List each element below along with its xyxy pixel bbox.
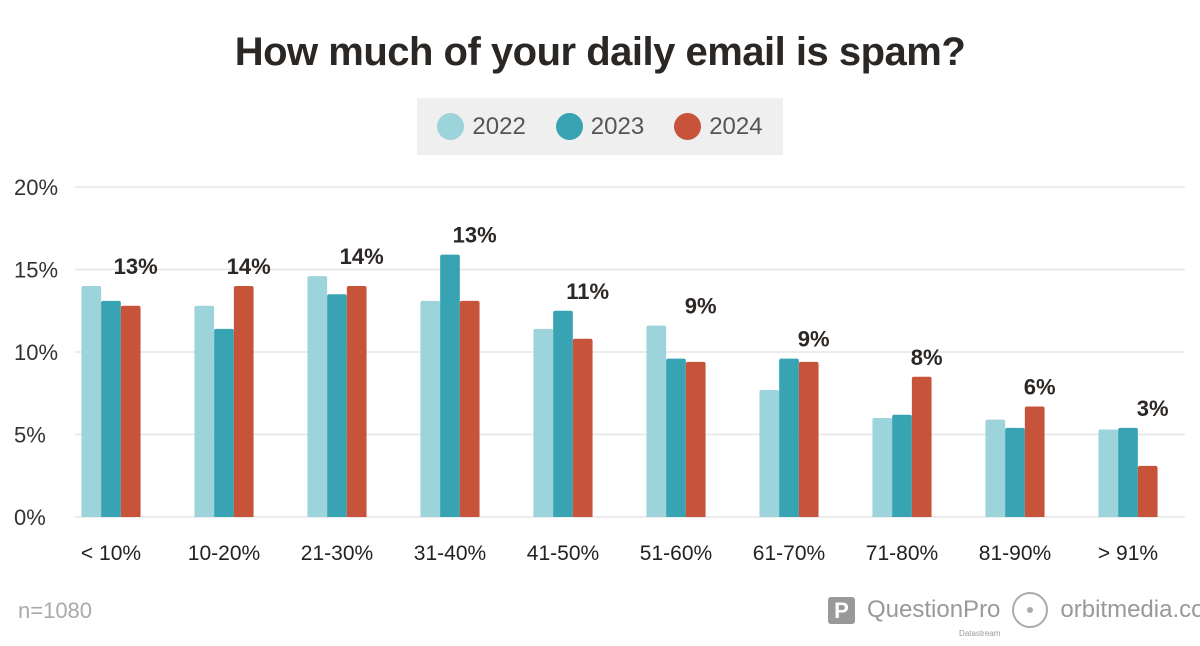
x-tick-label: > 91% — [1098, 542, 1158, 565]
bar-2023 — [553, 310, 573, 517]
bar-2024 — [572, 338, 593, 517]
data-label: 11% — [566, 279, 609, 304]
legend-item-2024: 2024 — [674, 112, 763, 141]
bar-2024 — [120, 305, 141, 517]
bar-2023 — [892, 414, 912, 517]
x-tick-label: 71-80% — [866, 542, 938, 565]
data-label: 6% — [1024, 374, 1056, 399]
data-label: 14% — [227, 254, 271, 279]
bar-2024 — [1024, 406, 1045, 517]
legend-label: 2024 — [709, 112, 763, 140]
data-label: 3% — [1137, 396, 1169, 421]
bar-2024 — [346, 286, 367, 517]
legend: 2022 2023 2024 — [417, 98, 783, 155]
y-tick-label: 10% — [14, 340, 58, 365]
legend-swatch — [674, 113, 702, 140]
data-label: 13% — [453, 223, 497, 248]
questionpro-subtext: Datastream — [959, 629, 1001, 638]
data-label: 9% — [685, 294, 717, 319]
bar-2024 — [1137, 465, 1158, 517]
bar-2024 — [459, 300, 480, 517]
bar-2022 — [759, 389, 780, 517]
bar-2024 — [911, 376, 932, 517]
x-tick-label: 61-70% — [753, 542, 825, 565]
bar-2023 — [666, 358, 686, 517]
bar-2022 — [985, 419, 1006, 517]
bar-2024 — [798, 361, 819, 517]
orbitmedia-logo: orbitmedia.com — [1060, 596, 1200, 623]
data-label: 13% — [114, 254, 158, 279]
x-tick-label: < 10% — [81, 542, 141, 565]
bar-2022 — [81, 286, 102, 517]
y-tick-label: 20% — [14, 175, 58, 200]
bar-2023 — [1005, 427, 1025, 517]
bar-2022 — [307, 276, 328, 517]
bar-2023 — [214, 328, 234, 517]
x-tick-label: 21-30% — [301, 542, 373, 565]
bar-2022 — [420, 300, 441, 517]
data-label: 8% — [911, 345, 943, 370]
bar-2022 — [872, 418, 893, 517]
bar-2023 — [779, 358, 799, 517]
questionpro-logo: QuestionPro Datastream — [867, 596, 1001, 639]
x-tick-label: 41-50% — [527, 542, 599, 565]
x-tick-label: 51-60% — [640, 542, 712, 565]
legend-item-2022: 2022 — [437, 112, 526, 141]
bar-2022 — [533, 328, 554, 517]
chart-title: How much of your daily email is spam? — [234, 30, 966, 74]
data-label: 9% — [798, 327, 830, 352]
x-tick-label: 31-40% — [414, 542, 486, 565]
bar-2024 — [233, 286, 254, 517]
bar-2023 — [1118, 427, 1138, 517]
bar-2024 — [685, 361, 706, 517]
questionpro-logo-icon: P — [828, 596, 855, 624]
y-tick-label: 5% — [14, 423, 46, 448]
x-tick-label: 81-90% — [979, 542, 1051, 565]
legend-label: 2022 — [472, 112, 526, 140]
bar-2022 — [1098, 429, 1119, 517]
orbit-logo-icon — [1012, 592, 1049, 628]
y-tick-label: 15% — [14, 258, 58, 283]
legend-swatch — [437, 113, 465, 140]
bar-2023 — [440, 254, 460, 517]
bar-2023 — [101, 300, 121, 517]
x-tick-label: 10-20% — [188, 542, 260, 565]
bar-2022 — [646, 325, 667, 517]
logos: P QuestionPro Datastream orbitmedia.com — [828, 592, 1200, 639]
data-label: 14% — [340, 244, 384, 269]
bar-2023 — [327, 294, 347, 517]
questionpro-text: QuestionPro — [867, 596, 1001, 623]
sample-size: n=1080 — [18, 598, 93, 623]
legend-item-2023: 2023 — [555, 112, 645, 141]
legend-label: 2023 — [590, 112, 645, 140]
bar-2022 — [194, 305, 215, 517]
y-tick-label: 0% — [14, 505, 46, 530]
legend-swatch — [555, 113, 583, 140]
